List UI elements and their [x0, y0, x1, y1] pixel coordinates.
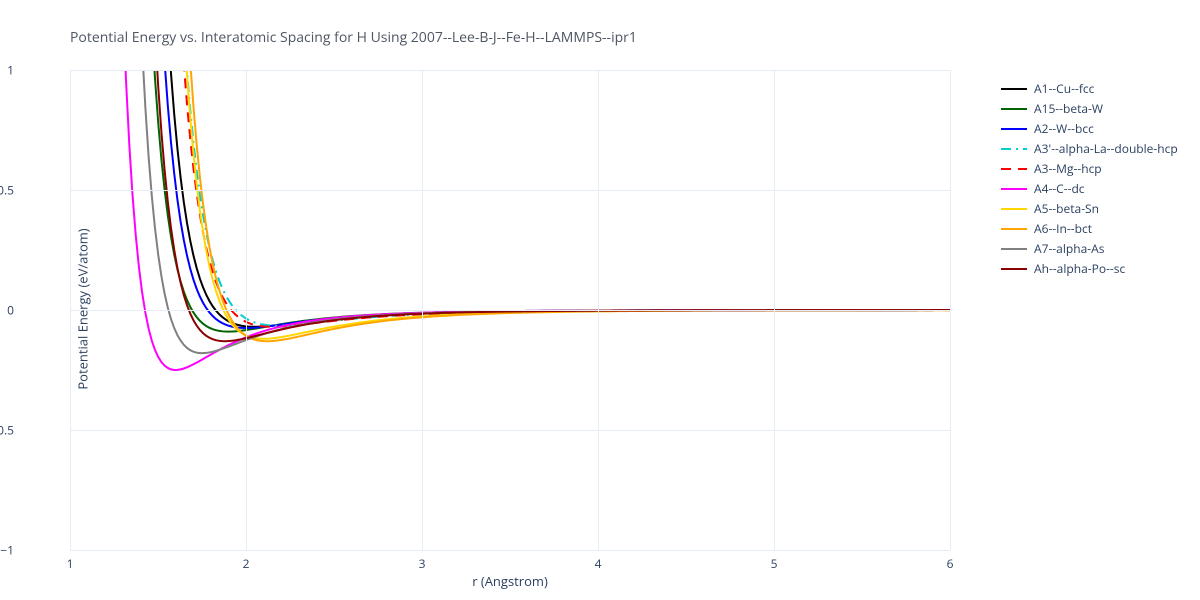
legend-item[interactable]: A3--Mg--hcp: [1000, 160, 1178, 177]
x-axis-label: r (Angstrom): [70, 572, 950, 590]
legend-label: A7--alpha-As: [1034, 240, 1104, 257]
y-tick-label: 0.5: [0, 182, 14, 199]
y-tick-label: 1: [0, 62, 14, 79]
gridline-horizontal: [70, 70, 950, 71]
plot-area[interactable]: r (Angstrom) 123456−1−0.500.51: [70, 70, 950, 550]
gridline-vertical: [950, 70, 951, 550]
legend-swatch: [1000, 82, 1028, 96]
legend: A1--Cu--fcc A15--beta-W A2--W--bcc A3'--alp…: [1000, 80, 1178, 280]
series-line[interactable]: [52, 0, 950, 326]
legend-swatch: [1000, 242, 1028, 256]
legend-item[interactable]: A15--beta-W: [1000, 100, 1178, 117]
series-line[interactable]: [52, 0, 950, 341]
legend-item[interactable]: A3'--alpha-La--double-hcp: [1000, 140, 1178, 157]
legend-item[interactable]: A5--beta-Sn: [1000, 200, 1178, 217]
legend-item[interactable]: A4--C--dc: [1000, 180, 1178, 197]
x-tick-label: 4: [595, 555, 602, 572]
y-axis-label: Potential Energy (eV/atom): [74, 228, 92, 389]
series-line[interactable]: [52, 0, 950, 332]
y-tick-label: 0: [0, 302, 14, 319]
legend-swatch: [1000, 222, 1028, 236]
legend-label: A2--W--bcc: [1034, 120, 1094, 137]
series-line[interactable]: [52, 0, 950, 327]
legend-swatch: [1000, 142, 1028, 156]
y-tick-label: −0.5: [0, 422, 14, 439]
legend-swatch: [1000, 102, 1028, 116]
legend-label: A4--C--dc: [1034, 180, 1085, 197]
legend-label: A3--Mg--hcp: [1034, 160, 1102, 177]
y-tick-label: −1: [0, 542, 14, 559]
series-line[interactable]: [52, 0, 950, 339]
legend-label: A5--beta-Sn: [1034, 200, 1099, 217]
legend-item[interactable]: A1--Cu--fcc: [1000, 80, 1178, 97]
legend-item[interactable]: A6--In--bct: [1000, 220, 1178, 237]
gridline-horizontal: [70, 550, 950, 551]
series-line[interactable]: [52, 0, 950, 328]
series-line[interactable]: [52, 0, 950, 341]
legend-label: A1--Cu--fcc: [1034, 80, 1094, 97]
x-tick-label: 1: [67, 555, 74, 572]
series-line[interactable]: [52, 0, 950, 370]
gridline-horizontal: [70, 310, 950, 311]
legend-item[interactable]: A2--W--bcc: [1000, 120, 1178, 137]
x-tick-label: 6: [947, 555, 954, 572]
legend-swatch: [1000, 262, 1028, 276]
gridline-horizontal: [70, 430, 950, 431]
legend-label: A15--beta-W: [1034, 100, 1103, 117]
legend-label: A6--In--bct: [1034, 220, 1092, 237]
x-tick-label: 2: [243, 555, 250, 572]
legend-item[interactable]: Ah--alpha-Po--sc: [1000, 260, 1178, 277]
legend-item[interactable]: A7--alpha-As: [1000, 240, 1178, 257]
x-tick-label: 3: [419, 555, 426, 572]
series-line[interactable]: [52, 0, 950, 327]
gridline-horizontal: [70, 190, 950, 191]
legend-label: Ah--alpha-Po--sc: [1034, 260, 1125, 277]
x-tick-label: 5: [771, 555, 778, 572]
legend-swatch: [1000, 162, 1028, 176]
legend-label: A3'--alpha-La--double-hcp: [1034, 140, 1178, 157]
chart-title: Potential Energy vs. Interatomic Spacing…: [70, 28, 637, 47]
legend-swatch: [1000, 182, 1028, 196]
legend-swatch: [1000, 122, 1028, 136]
legend-swatch: [1000, 202, 1028, 216]
